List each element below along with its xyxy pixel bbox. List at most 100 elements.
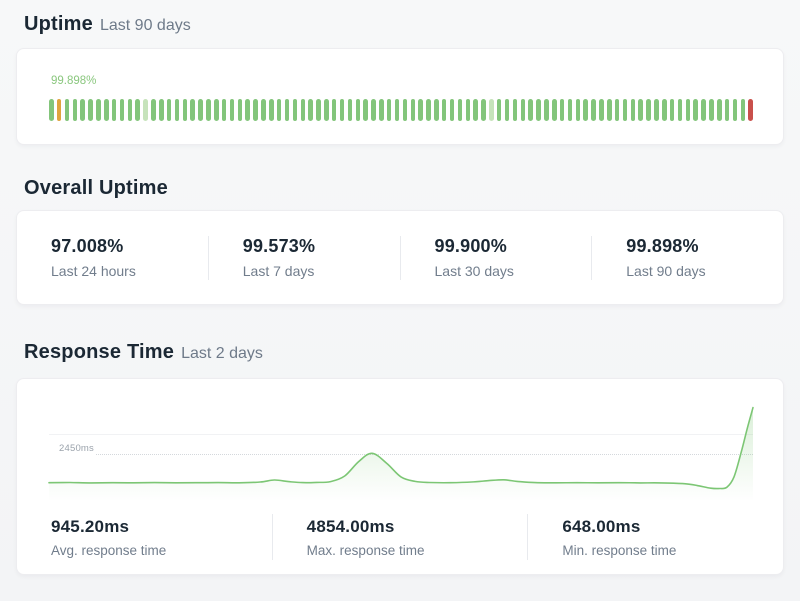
uptime-day-bar[interactable] (386, 99, 392, 121)
uptime-day-bar[interactable] (552, 99, 557, 121)
uptime-percentage-label: 99.898% (51, 75, 97, 87)
uptime-day-bar[interactable] (418, 99, 423, 121)
uptime-day-bar[interactable] (544, 99, 549, 121)
uptime-day-bar[interactable] (677, 99, 683, 121)
response-stat-avg: 945.20ms Avg. response time (17, 517, 272, 558)
uptime-day-bar[interactable] (701, 99, 706, 121)
uptime-day-bar[interactable] (693, 99, 698, 121)
uptime-day-bar[interactable] (449, 99, 455, 121)
uptime-day-bar[interactable] (575, 99, 581, 121)
uptime-day-bar[interactable] (245, 99, 250, 121)
uptime-day-bar[interactable] (127, 99, 133, 121)
uptime-day-bar[interactable] (355, 99, 361, 121)
uptime-day-bar[interactable] (685, 99, 691, 121)
uptime-day-bar[interactable] (276, 99, 282, 121)
uptime-day-bar[interactable] (402, 99, 408, 121)
uptime-day-bar[interactable] (229, 99, 235, 121)
uptime-day-bar[interactable] (182, 99, 188, 121)
uptime-day-bar[interactable] (724, 99, 730, 121)
uptime-day-bar[interactable] (567, 99, 573, 121)
uptime-day-bar[interactable] (748, 99, 753, 121)
uptime-day-bar[interactable] (104, 99, 109, 121)
uptime-day-bar[interactable] (614, 99, 620, 121)
uptime-day-bar[interactable] (441, 99, 447, 121)
uptime-day-bar[interactable] (669, 99, 675, 121)
uptime-day-bar[interactable] (630, 99, 636, 121)
uptime-day-bar[interactable] (536, 99, 541, 121)
uptime-day-bar[interactable] (96, 99, 101, 121)
uptime-day-bar[interactable] (284, 99, 290, 121)
uptime-day-bar[interactable] (394, 99, 400, 121)
uptime-day-bar[interactable] (607, 99, 612, 121)
uptime-day-bar[interactable] (166, 99, 172, 121)
uptime-day-bar[interactable] (324, 99, 329, 121)
uptime-day-bar[interactable] (740, 99, 746, 121)
uptime-day-bar[interactable] (363, 99, 368, 121)
uptime-day-bar[interactable] (119, 99, 125, 121)
uptime-day-bar[interactable] (646, 99, 651, 121)
response-time-stats-row: 945.20ms Avg. response time 4854.00ms Ma… (17, 509, 783, 565)
uptime-day-bar[interactable] (732, 99, 738, 121)
uptime-day-bar[interactable] (111, 99, 117, 121)
uptime-day-bar[interactable] (662, 99, 667, 121)
uptime-day-bar[interactable] (512, 99, 518, 121)
uptime-day-bar[interactable] (717, 99, 722, 121)
uptime-day-bar[interactable] (496, 99, 502, 121)
overall-stat-90d-label: Last 90 days (626, 263, 706, 279)
uptime-day-bar[interactable] (174, 99, 180, 121)
uptime-day-bar[interactable] (221, 99, 227, 121)
uptime-day-bar[interactable] (261, 99, 266, 121)
uptime-day-bar[interactable] (654, 99, 659, 121)
column-divider (399, 235, 401, 280)
uptime-day-bar[interactable] (64, 99, 70, 121)
uptime-day-bar[interactable] (457, 99, 463, 121)
uptime-day-bar[interactable] (709, 99, 714, 121)
uptime-day-bar[interactable] (300, 99, 305, 121)
uptime-day-bar[interactable] (190, 99, 195, 121)
uptime-day-bar[interactable] (379, 99, 384, 121)
uptime-day-bar[interactable] (135, 99, 140, 121)
uptime-day-bar[interactable] (489, 99, 494, 121)
uptime-day-bar[interactable] (528, 99, 533, 121)
uptime-day-bar[interactable] (72, 99, 78, 121)
uptime-card: 99.898% (16, 48, 784, 145)
response-stat-max-label: Max. response time (306, 542, 425, 558)
uptime-day-bar[interactable] (481, 99, 486, 121)
uptime-day-bar[interactable] (206, 99, 211, 121)
uptime-day-bar[interactable] (198, 99, 203, 121)
uptime-day-bar[interactable] (638, 99, 643, 121)
uptime-day-bar[interactable] (520, 99, 526, 121)
overall-stat-90d: 99.898% Last 90 days (592, 236, 783, 279)
uptime-day-bar[interactable] (339, 99, 345, 121)
uptime-day-bar[interactable] (253, 99, 258, 121)
uptime-day-bar[interactable] (591, 99, 596, 121)
overall-stat-7d: 99.573% Last 7 days (209, 236, 400, 279)
uptime-day-bar[interactable] (292, 99, 298, 121)
uptime-day-bar[interactable] (214, 99, 219, 121)
uptime-day-bar[interactable] (426, 99, 431, 121)
uptime-day-bar[interactable] (465, 99, 471, 121)
uptime-day-bar[interactable] (622, 99, 628, 121)
overall-stat-24h-value: 97.008% (51, 236, 124, 256)
uptime-day-bar[interactable] (56, 99, 62, 121)
uptime-day-bar[interactable] (237, 99, 243, 121)
uptime-day-bar[interactable] (80, 99, 85, 121)
uptime-day-bar[interactable] (559, 99, 565, 121)
uptime-day-bar[interactable] (88, 99, 93, 121)
uptime-day-bar[interactable] (504, 99, 510, 121)
uptime-day-bar[interactable] (410, 99, 416, 121)
uptime-day-bar[interactable] (308, 99, 313, 121)
uptime-day-bar[interactable] (143, 99, 148, 121)
uptime-day-bar[interactable] (599, 99, 604, 121)
uptime-day-bar[interactable] (159, 99, 164, 121)
uptime-day-bar[interactable] (49, 99, 54, 121)
uptime-day-bar[interactable] (371, 99, 376, 121)
uptime-day-bar[interactable] (473, 99, 478, 121)
uptime-day-bar[interactable] (269, 99, 274, 121)
uptime-day-bar[interactable] (151, 99, 156, 121)
uptime-day-bar[interactable] (583, 99, 588, 121)
uptime-day-bar[interactable] (316, 99, 321, 121)
uptime-day-bar[interactable] (434, 99, 439, 121)
uptime-day-bar[interactable] (347, 99, 353, 121)
uptime-day-bar[interactable] (331, 99, 337, 121)
